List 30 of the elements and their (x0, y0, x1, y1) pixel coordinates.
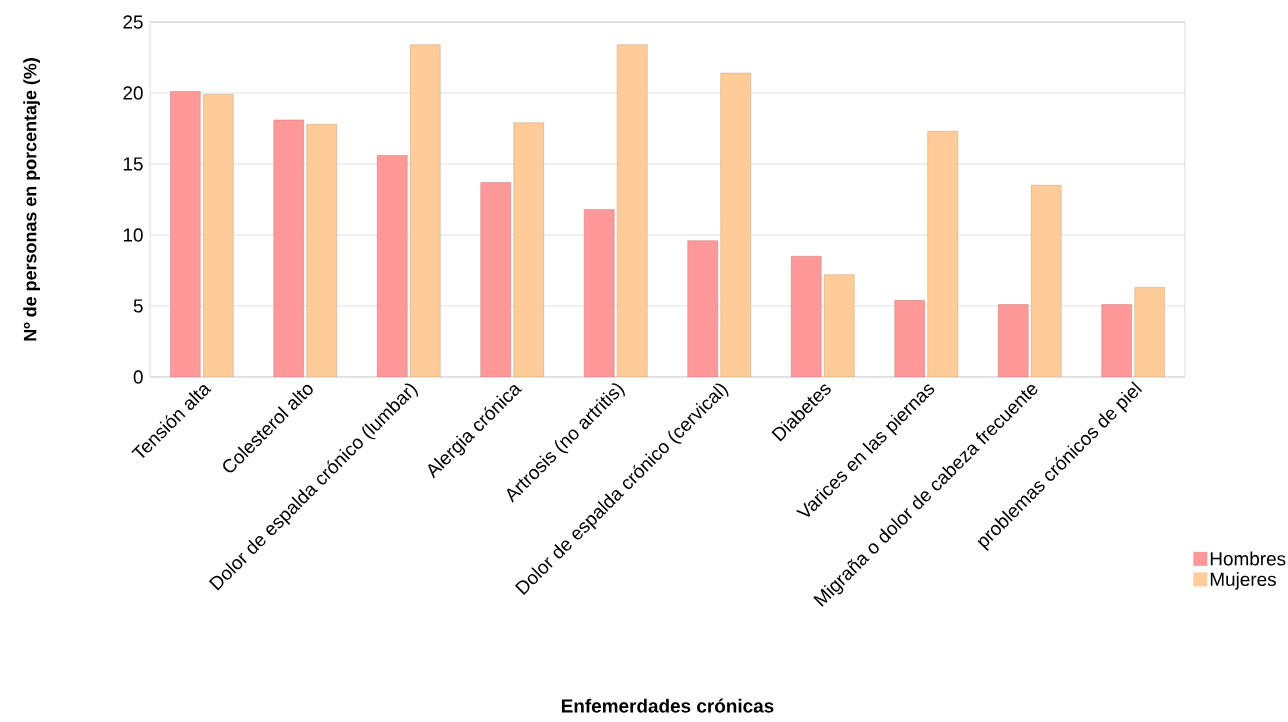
x-axis-title: Enfemerdades crónicas (561, 698, 774, 713)
bar (1134, 287, 1165, 377)
y-tick-label: 15 (123, 157, 143, 171)
bar (894, 300, 925, 377)
bar (998, 304, 1029, 377)
bar (791, 256, 822, 377)
y-tick-label: 20 (123, 86, 143, 100)
bar (410, 44, 441, 377)
y-tick-label: 5 (133, 299, 143, 313)
bar (377, 155, 408, 377)
bar (617, 44, 648, 377)
bar (170, 91, 201, 377)
y-tick-label: 25 (123, 15, 143, 29)
bar (203, 94, 234, 377)
bar (927, 131, 958, 377)
y-tick-label: 10 (123, 228, 143, 242)
bar (1101, 304, 1132, 377)
bar (687, 240, 718, 377)
bar (720, 72, 751, 377)
legend-label: Hombres (1210, 551, 1286, 566)
bar (480, 182, 511, 377)
bar (273, 119, 304, 377)
y-axis-title: Nº de personas en porcentaje (%) (23, 58, 40, 341)
bar (513, 122, 544, 377)
bar (824, 274, 855, 377)
legend-label: Mujeres (1210, 572, 1276, 590)
y-tick-label: 0 (133, 370, 143, 384)
bar (584, 209, 615, 377)
bar (1031, 185, 1062, 377)
bar (306, 124, 337, 377)
